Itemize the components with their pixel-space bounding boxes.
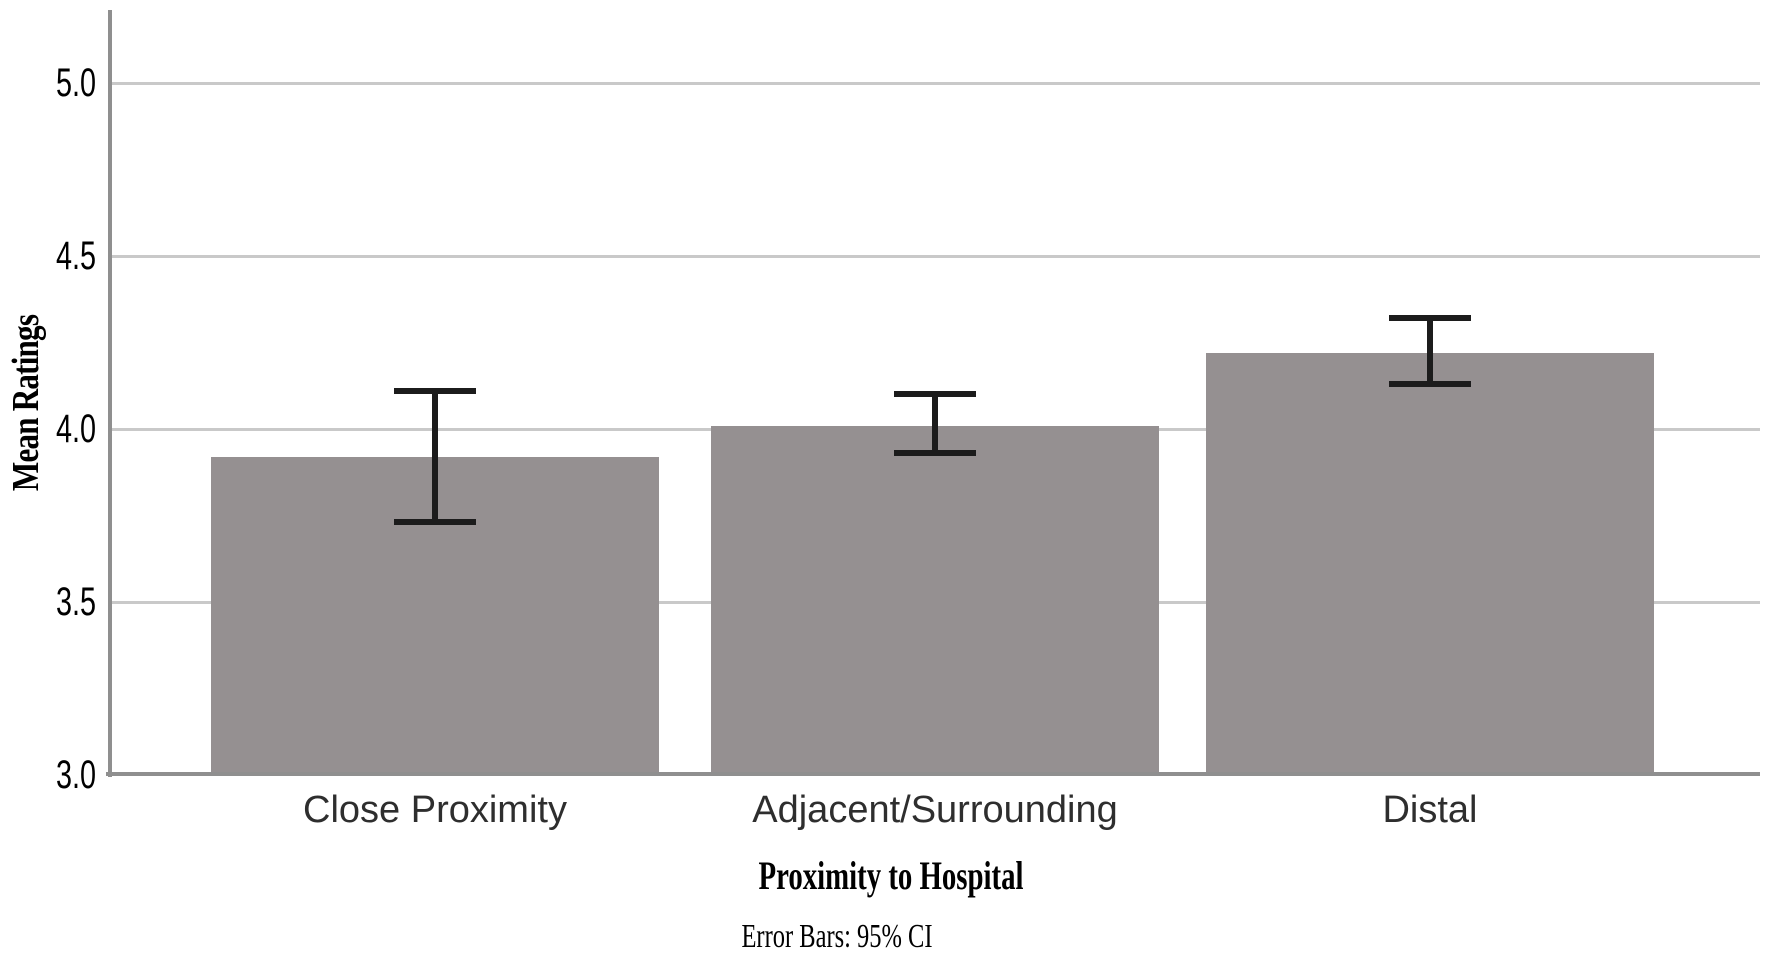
error-bar-cap-bottom-1 [894, 450, 976, 457]
error-bar-line-1 [932, 394, 938, 454]
bar-distal [1206, 352, 1654, 775]
y-axis-title: Mean Ratings [5, 314, 47, 492]
error-bar-cap-top-2 [1389, 315, 1471, 322]
error-bar-line-0 [432, 390, 438, 523]
error-bar-cap-top-0 [394, 387, 476, 394]
error-bars-footnote: Error Bars: 95% CI [741, 918, 933, 955]
gridline-5.0 [110, 81, 1760, 85]
y-tick-label-4.5: 4.5 [55, 234, 96, 278]
bar-adjacent-surrounding [711, 425, 1159, 775]
x-category-label-0: Close Proximity [303, 789, 567, 831]
error-bar-cap-bottom-0 [394, 519, 476, 526]
error-bar-cap-bottom-2 [1389, 381, 1471, 388]
gridline-4.5 [110, 254, 1760, 258]
error-bar-cap-top-1 [894, 391, 976, 398]
y-tick-label-4.0: 4.0 [55, 407, 96, 451]
x-axis-line [106, 772, 1760, 776]
x-category-label-1: Adjacent/Surrounding [752, 789, 1118, 831]
y-tick-label-5.0: 5.0 [55, 61, 96, 105]
error-bar-line-2 [1427, 318, 1433, 384]
y-tick-label-3.5: 3.5 [55, 580, 96, 624]
y-tick-label-3.0: 3.0 [55, 753, 96, 797]
x-axis-title: Proximity to Hospital [758, 853, 1024, 898]
x-category-label-2: Distal [1382, 789, 1478, 831]
y-axis-line [108, 10, 112, 777]
